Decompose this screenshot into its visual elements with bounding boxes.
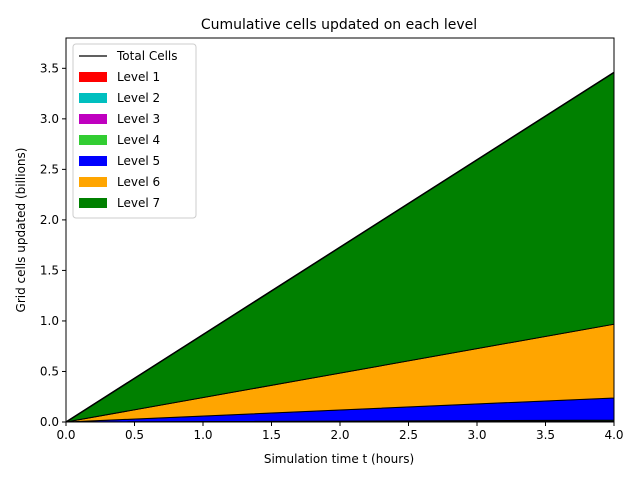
y-tick-label: 0.0 [40, 415, 59, 429]
x-axis-label: Simulation time t (hours) [264, 452, 414, 466]
x-tick-label: 4.0 [604, 428, 623, 442]
legend-box [72, 43, 197, 219]
legend-swatch-level-7 [79, 198, 107, 208]
x-tick-label: 3.0 [467, 428, 486, 442]
y-tick-label: 1.0 [40, 314, 59, 328]
legend-label-level-6: Level 6 [117, 175, 160, 189]
legend-swatch-level-2 [79, 93, 107, 103]
legend-swatch-level-1 [79, 72, 107, 82]
x-tick-label: 2.5 [399, 428, 418, 442]
legend-label-total-cells: Total Cells [116, 49, 178, 63]
y-tick-label: 2.0 [40, 213, 59, 227]
legend-swatch-level-3 [79, 114, 107, 124]
y-tick-label: 2.5 [40, 162, 59, 176]
y-axis-ticks: 0.0 0.5 1.0 1.5 2.0 2.5 3.0 3.5 [40, 61, 66, 429]
x-tick-label: 1.5 [262, 428, 281, 442]
legend-label-level-4: Level 4 [117, 133, 160, 147]
legend-label-level-3: Level 3 [117, 112, 160, 126]
legend-swatch-level-6 [79, 177, 107, 187]
x-tick-label: 2.0 [330, 428, 349, 442]
y-tick-label: 1.5 [40, 263, 59, 277]
legend-label-level-5: Level 5 [117, 154, 160, 168]
y-tick-label: 3.0 [40, 112, 59, 126]
legend: Total Cells Level 1 Level 2 Level 3 Level 4 L… [72, 43, 197, 219]
legend-swatch-level-5 [79, 156, 107, 166]
chart-title: Cumulative cells updated on each level [201, 17, 477, 33]
legend-label-level-2: Level 2 [117, 91, 160, 105]
x-tick-label: 1.0 [193, 428, 212, 442]
y-tick-label: 3.5 [40, 61, 59, 75]
x-tick-label: 3.5 [536, 428, 555, 442]
legend-swatch-level-4 [79, 135, 107, 145]
y-axis-label: Grid cells updated (billions) [14, 148, 28, 313]
total-line-group [65, 71, 615, 423]
y-tick-label: 0.5 [40, 364, 59, 378]
x-tick-label: 0.0 [56, 428, 75, 442]
legend-label-level-1: Level 1 [117, 70, 160, 84]
legend-label-level-7: Level 7 [117, 196, 160, 210]
x-axis-ticks: 0.0 0.5 1.0 1.5 2.0 2.5 3.0 3.5 4.0 [56, 422, 624, 442]
x-tick-label: 0.5 [125, 428, 144, 442]
total-cells-line [65, 71, 615, 423]
